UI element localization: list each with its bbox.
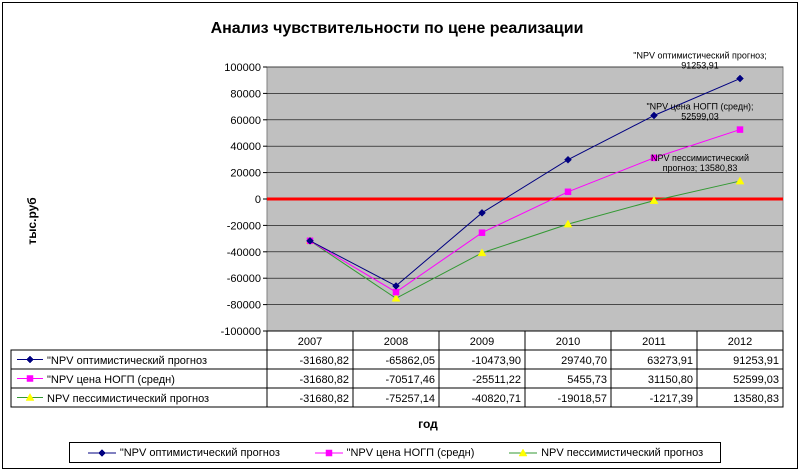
legend-label: NPV пессимистический прогноз xyxy=(541,446,704,459)
data-point xyxy=(736,126,744,133)
table-cell-value: -31680,82 xyxy=(299,355,349,367)
table-header-label: 2012 xyxy=(728,336,752,348)
x-axis-label: год xyxy=(418,417,438,431)
table-cell-value: -40820,71 xyxy=(471,393,521,405)
legend-swatch xyxy=(509,447,538,456)
y-tick-label: 0 xyxy=(255,194,261,206)
table-cell-value: -65862,05 xyxy=(385,355,435,367)
data-point xyxy=(649,196,659,204)
legend: "NPV оптимистический прогноз "NPV цена НО… xyxy=(69,442,721,463)
y-tick-label: 40000 xyxy=(230,141,261,153)
table-header-label: 2009 xyxy=(470,336,494,348)
table-cell-value: -75257,14 xyxy=(385,393,435,405)
table-row-label: NPV пессимистический прогноз xyxy=(47,393,209,405)
legend-label: "NPV цена НОГП (средн) xyxy=(346,446,475,459)
annotation-label: "NPV оптимистический прогноз; 91253,91 xyxy=(633,51,766,71)
table-cell-value: -19018,57 xyxy=(557,393,607,405)
y-tick-label: 60000 xyxy=(230,115,261,127)
table-cell-value: -70517,46 xyxy=(385,374,435,386)
legend-entry: NPV пессимистический прогноз xyxy=(508,447,703,459)
data-point xyxy=(325,449,332,456)
annotation-line: 52599,03 xyxy=(681,112,719,122)
annotation-label: NPV пессимистический прогноз; 13580,83 xyxy=(651,153,749,173)
table-cell-value: 5455,73 xyxy=(567,374,607,386)
data-point xyxy=(564,188,572,196)
series-line xyxy=(309,78,741,287)
table-cell-value: -25511,22 xyxy=(472,374,521,386)
chart-title: Анализ чувствительности по цене реализац… xyxy=(211,20,584,37)
annotation-line: "NPV оптимистический прогноз; xyxy=(633,51,766,61)
data-point xyxy=(26,355,34,364)
table-cell-value: 29740,70 xyxy=(561,355,607,367)
data-point xyxy=(735,176,745,185)
data-point xyxy=(650,111,658,120)
y-tick-labels: 100000 80000 60000 40000 20000 0 -20000 -40000 -… xyxy=(221,62,261,338)
table-cell-value: -31680,82 xyxy=(299,393,349,405)
y-tick-label: 20000 xyxy=(230,168,261,180)
y-tick-label: -40000 xyxy=(227,247,261,259)
data-point xyxy=(392,282,400,290)
y-axis-label: тыс.руб xyxy=(25,197,39,244)
legend-swatch xyxy=(87,448,116,457)
series-line xyxy=(309,180,741,299)
data-table: 2007 2008 2009 2010 2011 2012 "NPV оптимистиче… xyxy=(10,330,784,408)
series-line xyxy=(309,129,741,293)
data-point xyxy=(564,155,572,164)
y-tick-label: -20000 xyxy=(227,220,261,232)
gridlines xyxy=(263,66,783,332)
y-tick-label: 100000 xyxy=(224,62,261,74)
table-cell xyxy=(696,387,784,408)
data-point xyxy=(477,248,487,257)
y-tick-label: -100000 xyxy=(221,326,261,338)
data-point xyxy=(25,392,35,401)
annotation-line: NPV пессимистический xyxy=(651,153,749,163)
series-lines xyxy=(305,74,745,302)
legend-entry: "NPV оптимистический прогноз xyxy=(87,447,280,459)
table-header-label: 2008 xyxy=(384,336,408,348)
y-tick-label: -80000 xyxy=(227,300,261,312)
data-point xyxy=(478,229,486,236)
table-cell-value: -1217,39 xyxy=(650,393,693,405)
y-tick-label: 80000 xyxy=(230,88,261,100)
table-cell-value: -10473,90 xyxy=(471,355,521,367)
legend-swatch xyxy=(314,449,343,456)
annotation-line: "NPV цена НОГП (средн); xyxy=(646,102,753,112)
data-point xyxy=(391,293,401,302)
data-point xyxy=(392,288,400,296)
table-header-label: 2007 xyxy=(298,336,322,348)
annotation-line: прогноз; 13580,83 xyxy=(663,163,738,173)
data-point xyxy=(97,448,106,457)
chart-svg: Анализ чувствительности по цене реализац… xyxy=(10,20,784,431)
table-header-label: 2010 xyxy=(556,336,580,348)
table-row-label: "NPV цена НОГП (средн) xyxy=(47,374,175,386)
table-header-label: 2011 xyxy=(642,336,666,348)
table-cell-value: 63273,91 xyxy=(647,355,693,367)
data-annotations: "NPV оптимистический прогноз; 91253,91"NP… xyxy=(633,51,766,174)
legend-label: "NPV оптимистический прогноз xyxy=(119,446,280,459)
data-point xyxy=(306,236,314,245)
legend-entry: "NPV цена НОГП (средн) xyxy=(314,446,475,459)
annotation-line: 91253,91 xyxy=(681,61,719,71)
data-point xyxy=(26,375,34,382)
table-cell-value: 31150,80 xyxy=(648,374,693,386)
data-point xyxy=(478,208,486,217)
table-cell-value: 13580,83 xyxy=(733,393,779,405)
table-cell-value: 91253,91 xyxy=(733,355,779,367)
y-tick-label: -60000 xyxy=(227,273,261,285)
table-row-label: "NPV оптимистический прогноз xyxy=(47,355,207,367)
data-point xyxy=(650,154,658,162)
data-point xyxy=(563,219,573,228)
annotation-label: "NPV цена НОГП (средн); 52599,03 xyxy=(646,102,753,122)
data-point xyxy=(518,447,528,456)
table-cell-value: -31680,82 xyxy=(299,374,349,386)
table-cell-value: 52599,03 xyxy=(733,374,779,386)
data-point xyxy=(736,74,744,83)
